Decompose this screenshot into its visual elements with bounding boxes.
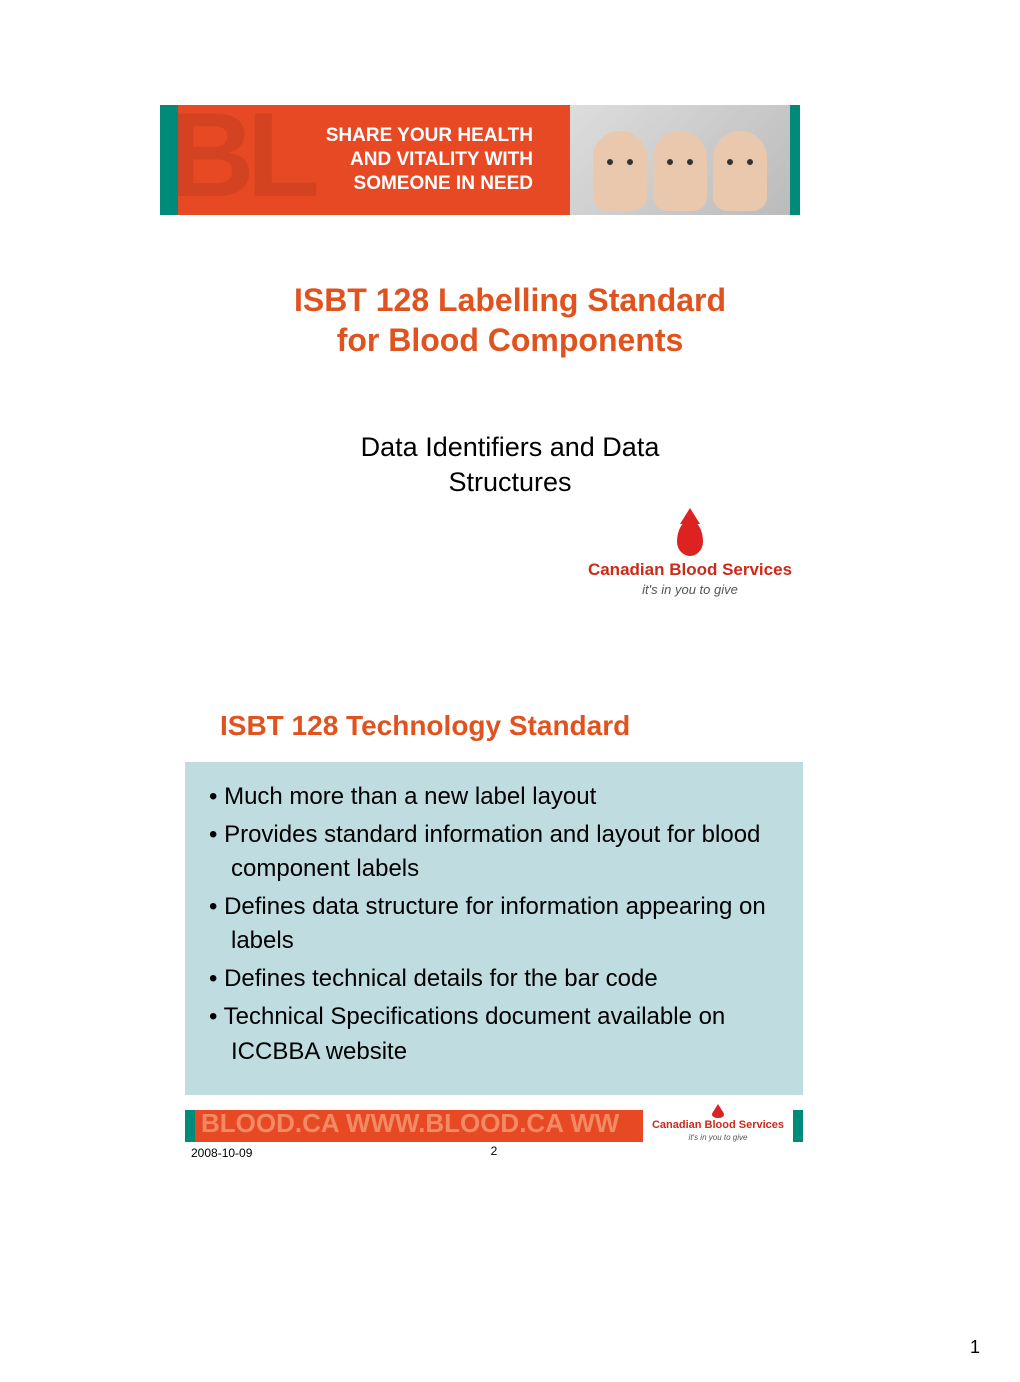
list-item: Provides standard information and layout… [209, 818, 779, 886]
slide2-footer: BLOOD.CA WWW.BLOOD.CA WW Canadian Blood … [185, 1110, 803, 1158]
face-icon [593, 131, 647, 211]
footer-meta: 2008-10-09 2 [185, 1142, 803, 1160]
slide1-subtitle-l1: Data Identifiers and Data [361, 432, 660, 462]
banner-tagline: SHARE YOUR HEALTH AND VITALITY WITH SOME… [303, 124, 533, 195]
banner-tagline-l1: SHARE YOUR HEALTH [326, 125, 533, 146]
list-item: Defines data structure for information a… [209, 890, 779, 958]
banner-bg-text: BL [178, 105, 312, 215]
document-page: BL SHARE YOUR HEALTH AND VITALITY WITH S… [0, 0, 1020, 1382]
footer-cbs-logo: Canadian Blood Services it's in you to g… [643, 1110, 793, 1142]
slide1-subtitle-l2: Structures [448, 467, 571, 497]
header-banner: BL SHARE YOUR HEALTH AND VITALITY WITH S… [160, 105, 800, 215]
footer-cbs-tagline: it's in you to give [689, 1133, 748, 1142]
footer-main: BLOOD.CA WWW.BLOOD.CA WW [195, 1110, 643, 1142]
slide1-title: ISBT 128 Labelling Standard for Blood Co… [0, 280, 1020, 360]
slide2-title: ISBT 128 Technology Standard [220, 710, 630, 742]
slide1-title-l1: ISBT 128 Labelling Standard [294, 282, 726, 318]
footer-bar: BLOOD.CA WWW.BLOOD.CA WW Canadian Blood … [185, 1110, 803, 1142]
footer-date: 2008-10-09 [191, 1146, 252, 1160]
footer-cbs-name: Canadian Blood Services [652, 1119, 784, 1131]
face-icon [713, 131, 767, 211]
footer-accent-right [793, 1110, 803, 1142]
slide2-bullet-list: Much more than a new label layout Provid… [209, 780, 779, 1069]
slide1-title-l2: for Blood Components [337, 322, 684, 358]
list-item: Technical Specifications document availa… [209, 1000, 779, 1068]
cbs-logo-tagline: it's in you to give [580, 582, 800, 597]
cbs-logo-name: Canadian Blood Services [580, 560, 800, 580]
footer-scroll-text: BLOOD.CA WWW.BLOOD.CA WW [201, 1110, 619, 1139]
blood-drop-icon [712, 1110, 724, 1118]
cbs-logo: Canadian Blood Services it's in you to g… [580, 520, 800, 597]
banner-tagline-l2: AND VITALITY WITH [350, 149, 533, 170]
slide1-subtitle: Data Identifiers and Data Structures [0, 430, 1020, 500]
banner-accent-left [160, 105, 178, 215]
banner-accent-right [790, 105, 800, 215]
blood-drop-icon [677, 520, 703, 556]
footer-accent-left [185, 1110, 195, 1142]
footer-spacer [794, 1146, 797, 1160]
banner-tagline-l3: SOMEONE IN NEED [354, 173, 533, 194]
footer-slide-number: 2 [491, 1144, 498, 1158]
page-number: 1 [970, 1337, 980, 1358]
list-item: Defines technical details for the bar co… [209, 962, 779, 996]
banner-main: BL SHARE YOUR HEALTH AND VITALITY WITH S… [178, 105, 570, 215]
banner-photo [570, 105, 790, 215]
list-item: Much more than a new label layout [209, 780, 779, 814]
slide2-bullet-box: Much more than a new label layout Provid… [185, 762, 803, 1095]
face-icon [653, 131, 707, 211]
